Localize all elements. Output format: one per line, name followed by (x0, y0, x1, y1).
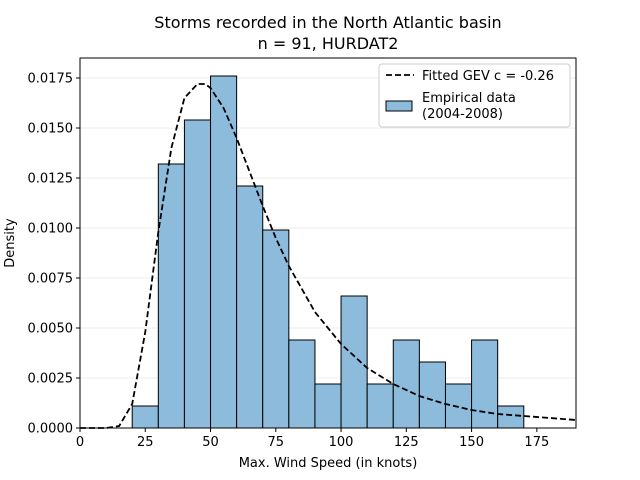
bar-8 (340, 295, 368, 429)
legend-box (378, 63, 571, 128)
bar-10 (392, 339, 420, 429)
legend: Fitted GEV c = -0.26 Empirical data (200… (378, 63, 571, 128)
chart-subtitle: n = 91, HURDAT2 (258, 34, 399, 53)
legend-label-empirical-line1: Empirical data (422, 91, 516, 106)
y-tick-label-1: 0.0025 (28, 372, 74, 387)
legend-label-empirical-line2: (2004-2008) (422, 107, 503, 122)
x-tick-label-6: 150 (459, 435, 484, 450)
x-tick-label-5: 125 (394, 435, 419, 450)
grid-lines (80, 77, 576, 429)
bar-6 (288, 339, 316, 429)
bar-12 (444, 383, 473, 429)
y-tick-label-6: 0.0150 (28, 122, 74, 137)
x-tick-label-2: 50 (202, 435, 219, 450)
x-tick-label-0: 0 (76, 435, 84, 450)
bar-9 (366, 383, 394, 429)
x-axis-ticks: 0 25 50 75 100 125 150 175 (76, 428, 549, 450)
plot-frame (79, 57, 577, 429)
x-tick-label-4: 100 (329, 435, 354, 450)
bar-11 (418, 361, 446, 429)
bar-7 (314, 383, 342, 429)
y-axis-label: Density (3, 218, 18, 268)
y-tick-label-4: 0.0100 (28, 222, 74, 237)
bar-2 (183, 119, 212, 429)
legend-label-gev: Fitted GEV c = -0.26 (422, 69, 554, 84)
legend-bar-swatch (385, 100, 413, 112)
bar-0 (131, 405, 159, 429)
x-tick-label-1: 25 (137, 435, 154, 450)
gev-line (80, 83, 577, 429)
histogram-bars (131, 75, 525, 429)
bar-4 (236, 185, 264, 429)
bar-3 (210, 75, 238, 429)
y-tick-label-3: 0.0075 (28, 272, 74, 287)
y-tick-label-7: 0.0175 (28, 72, 74, 87)
chart-title: Storms recorded in the North Atlantic ba… (154, 13, 501, 32)
gev-curve (80, 83, 577, 429)
y-tick-label-0: 0.0000 (28, 422, 74, 437)
x-tick-label-3: 75 (268, 435, 285, 450)
y-axis-ticks: 0.0000 0.0025 0.0050 0.0075 0.0100 0.0125 0.01… (28, 72, 80, 437)
y-tick-label-5: 0.0125 (28, 172, 74, 187)
bar-1 (157, 163, 185, 429)
y-tick-label-2: 0.0050 (28, 322, 74, 337)
bar-13 (471, 339, 499, 429)
bar-14 (497, 405, 525, 429)
legend-label-empirical: Empirical data (2004-2008) (422, 91, 520, 122)
x-tick-label-7: 175 (524, 435, 549, 450)
x-axis-label: Max. Wind Speed (in knots) (239, 456, 418, 471)
